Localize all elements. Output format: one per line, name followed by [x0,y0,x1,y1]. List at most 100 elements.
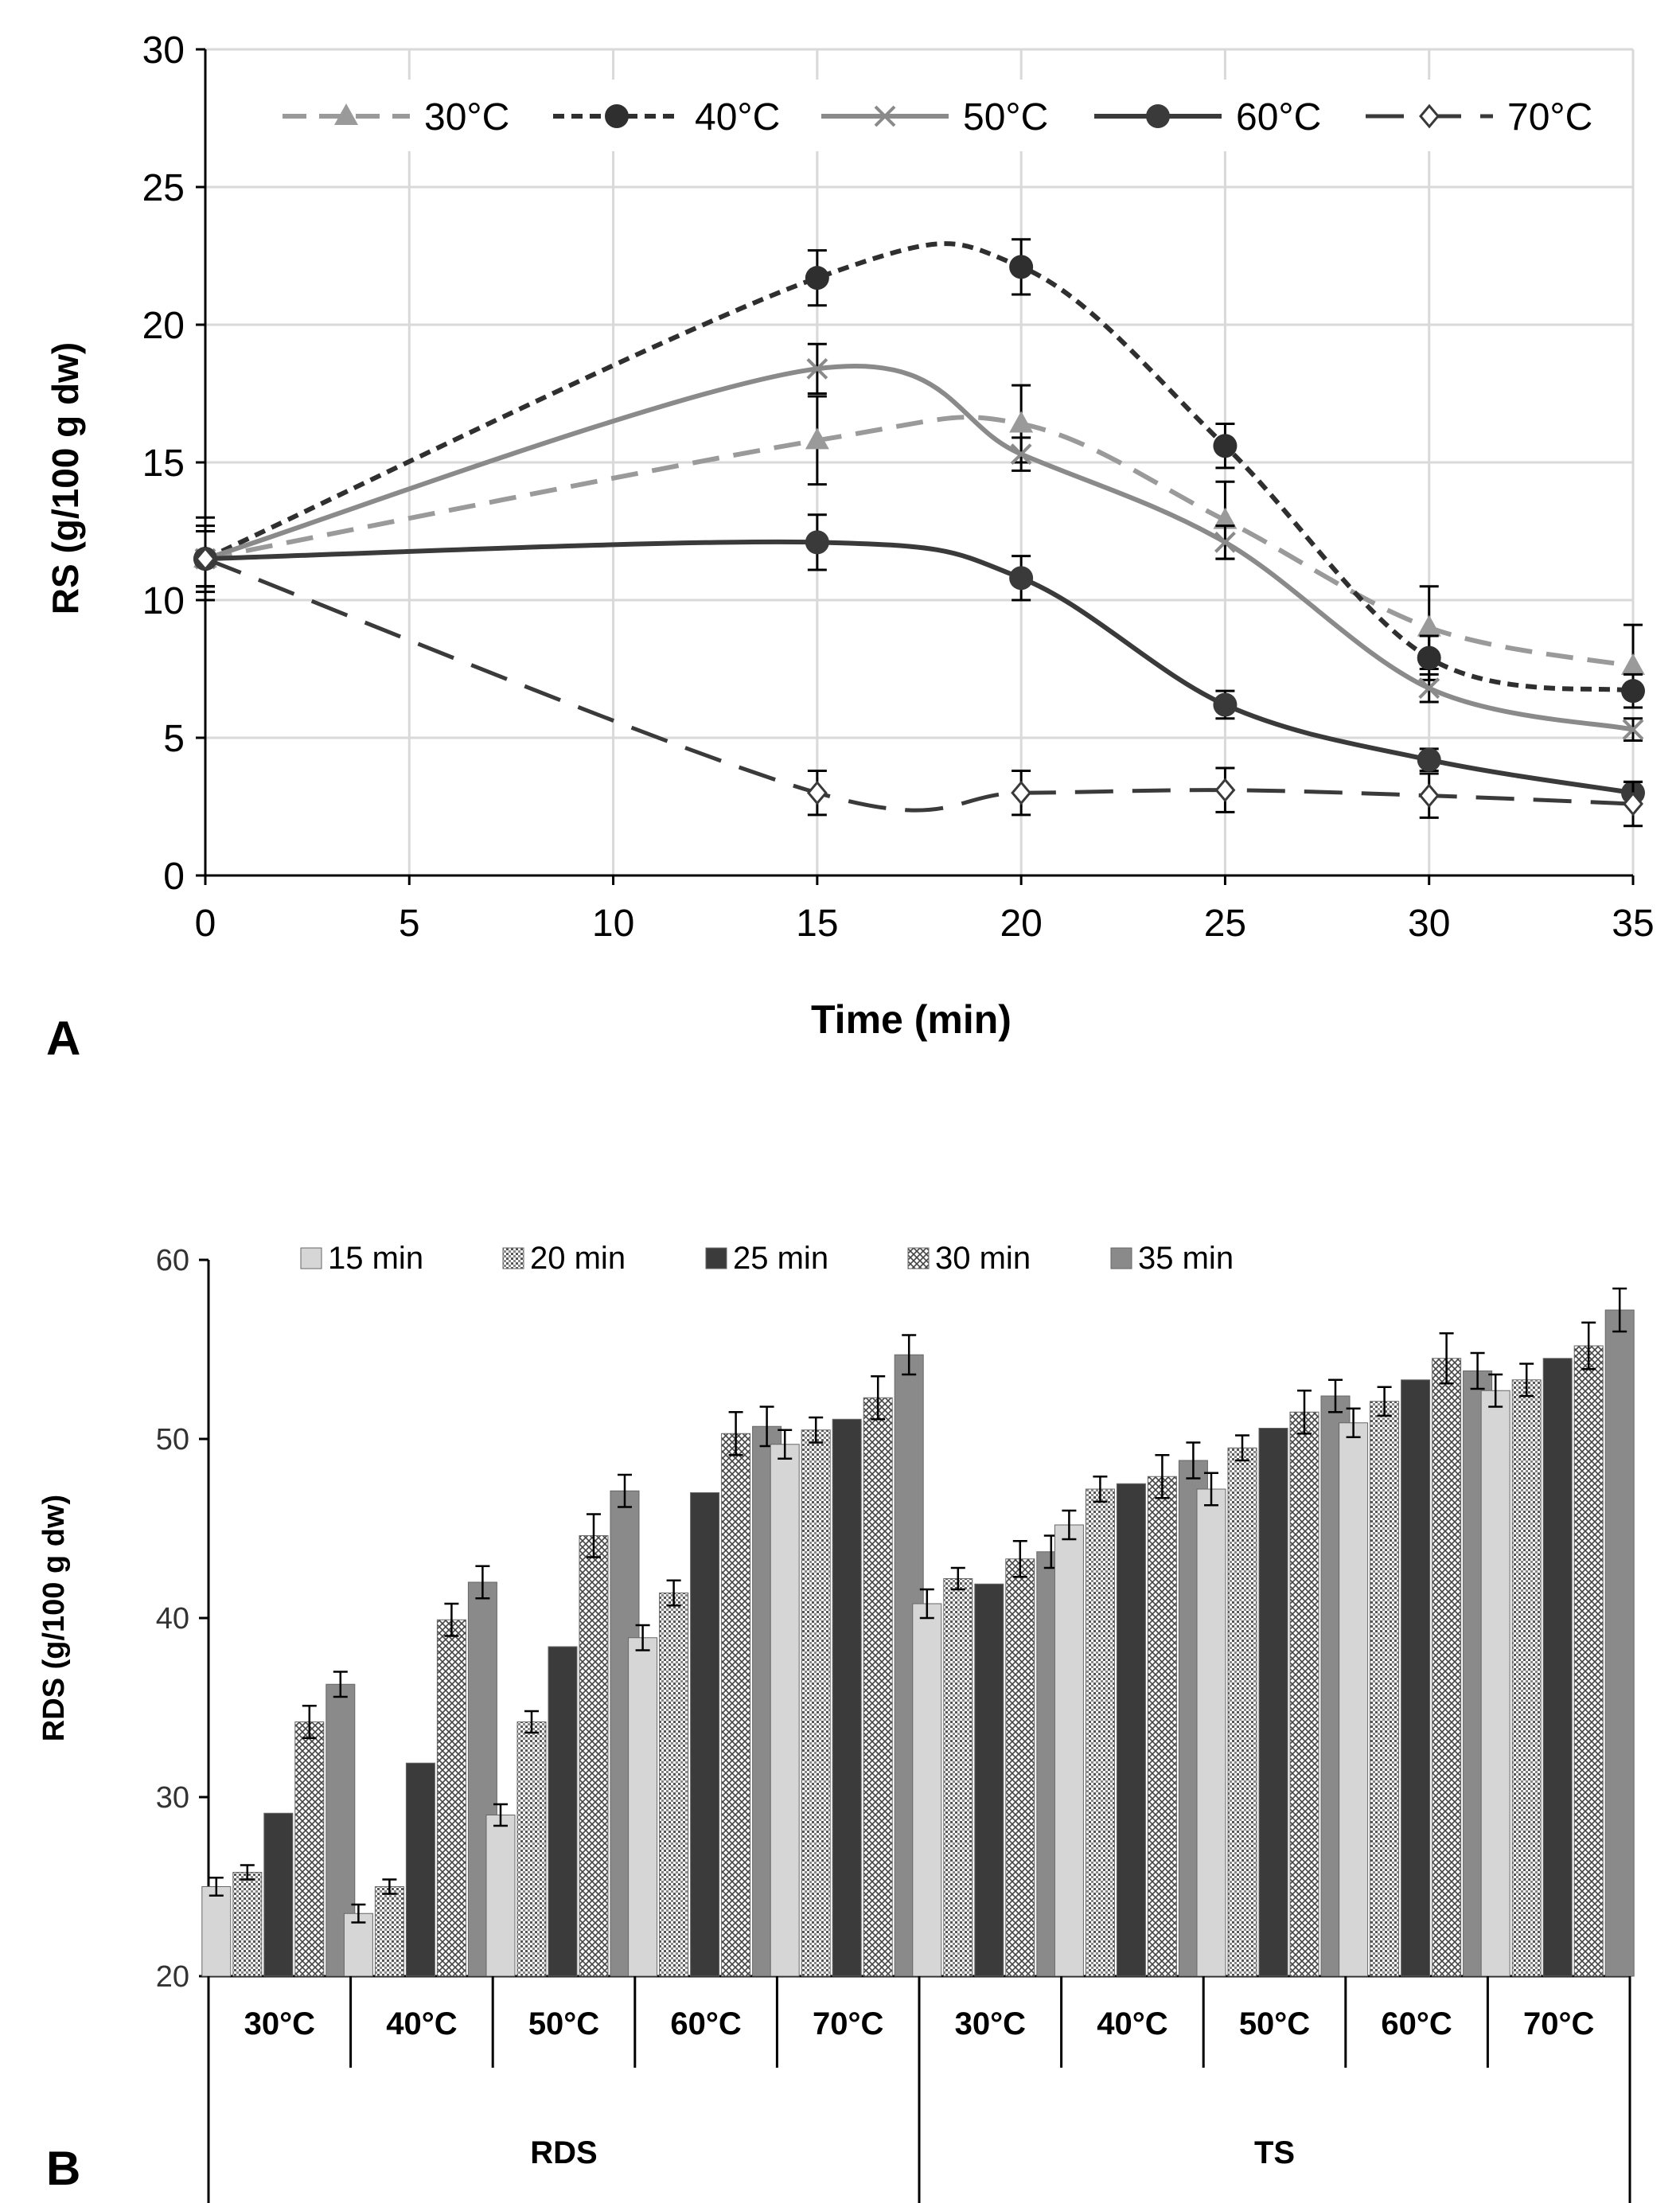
bar [1401,1379,1431,1977]
data-point [1418,677,1440,700]
bar [1480,1390,1510,1977]
legend-marker [334,103,358,125]
y-tick-label: 15 [142,443,185,485]
bar [374,1886,404,1977]
chart-a: 0 5 10 15 20 25 30 35 0 5 10 15 20 25 30 Time (min) RS (… [45,29,1655,1042]
legend-label: 30 min [935,1241,1031,1276]
legend-marker [1419,103,1440,129]
legend-label: 50°C [963,96,1048,138]
x-tick-label: 25 [1204,903,1246,945]
bar [912,1603,942,1977]
data-point [805,427,829,450]
legend-swatch [705,1247,727,1269]
data-point [805,266,829,290]
legend-b: 15 min 20 min 25 min 30 min 35 min [300,1241,1234,1276]
panel-label-a: A [46,1012,81,1065]
data-point [1623,791,1643,817]
legend-label: 35 min [1138,1241,1234,1276]
bar [863,1397,893,1977]
data-point [1417,747,1441,772]
y-tick-label: 30 [142,29,185,72]
bar [232,1872,263,1977]
x-tick-label: 20 [1000,903,1042,945]
series-2 [194,342,1644,742]
x-tick-label: 30 [1408,903,1450,945]
category-label: 40°C [1097,2006,1167,2041]
y-tick-label: 60 [156,1244,189,1277]
bar [548,1646,578,1977]
legend-label: 20 min [530,1241,626,1276]
legend-swatch [300,1247,322,1269]
x-tick-label: 5 [399,903,420,945]
bar [1147,1476,1177,1977]
series-1 [193,238,1645,709]
data-point [1214,531,1236,553]
legend-a: 30°C 40°C 50°C 60°C 70°C [263,80,1623,151]
y-tick-label: 20 [142,305,185,347]
category-label: 30°C [244,2006,315,2041]
series-line [204,241,1634,694]
bar [1289,1411,1319,1977]
bar [201,1886,232,1977]
axes-a: 0 5 10 15 20 25 30 35 0 5 10 15 20 25 30 [142,29,1655,945]
data-point [1622,719,1644,741]
grid-a [204,48,1635,877]
chart-b: 20 30 40 50 60 RDS (g/100 g dw) 30°C 40°C 50°C 60… [37,1241,1635,2203]
bar [1573,1345,1604,1977]
legend-label: 70°C [1507,96,1592,138]
bars [201,1287,1635,1977]
legend-label: 30°C [424,96,509,138]
data-point [1214,778,1236,803]
data-point [1417,645,1441,670]
category-label: 70°C [1523,2006,1594,2041]
legend-label: 40°C [695,96,780,138]
x-axis-title: Time (min) [811,997,1012,1042]
data-point [805,530,829,555]
bar [1604,1309,1635,1977]
y-tick-label: 30 [156,1781,189,1815]
legend-label: 15 min [328,1241,423,1276]
bar [1116,1483,1146,1977]
data-point [1009,255,1034,279]
data-point [195,546,216,571]
data-point [1009,411,1034,433]
bar [721,1433,751,1977]
y-tick-label: 40 [156,1602,189,1636]
bar [974,1583,1004,1977]
legend-swatch [1110,1247,1132,1269]
category-label: 30°C [955,2006,1026,2041]
category-label: 60°C [670,2006,741,2041]
y-tick-label: 25 [142,167,185,209]
bar [343,1913,373,1977]
y-tick-label: 10 [142,580,185,622]
legend-marker [1146,104,1170,128]
category-label: 70°C [813,2006,883,2041]
bar [405,1762,435,1977]
legend-marker [874,105,896,127]
x-tick-label: 0 [195,903,216,945]
bar [832,1418,862,1977]
legend-swatch [502,1247,524,1269]
data-point [1213,692,1238,717]
series-3 [193,513,1645,805]
bar [801,1429,831,1977]
data-point [806,357,828,380]
bar [1432,1358,1462,1977]
data-point [1009,566,1034,591]
category-label: 50°C [1239,2006,1310,2041]
y-axis-title: RDS (g/100 g dw) [37,1495,71,1741]
x-tick-label: 10 [592,903,634,945]
data-point [806,780,828,805]
panel-label-b: B [46,2142,81,2195]
bar [1085,1488,1115,1977]
data-point [1213,507,1238,529]
bar [579,1535,609,1977]
category-label: 40°C [386,2006,457,2041]
data-point [1418,783,1440,808]
data-point [1010,443,1032,466]
bar [690,1492,720,1977]
data-point [1011,780,1032,805]
bar [1196,1488,1226,1977]
bar [1005,1558,1035,1977]
y-tick-label: 50 [156,1423,189,1456]
